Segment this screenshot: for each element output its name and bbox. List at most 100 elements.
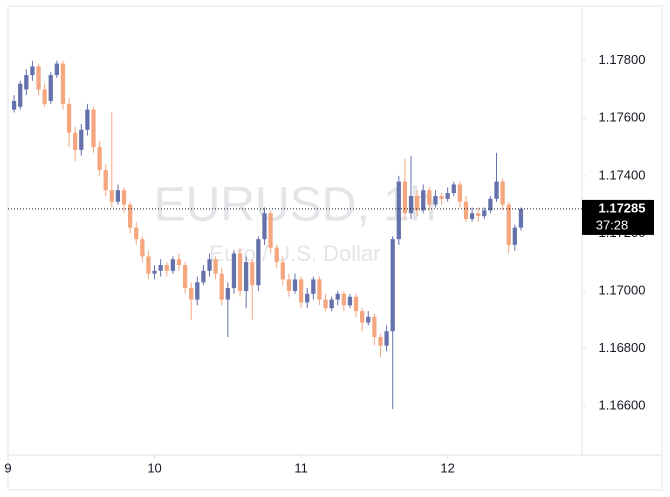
candle-body <box>79 129 84 150</box>
candle-body <box>298 279 304 303</box>
candle-body <box>347 296 353 306</box>
candle-body <box>164 265 169 271</box>
candle-body <box>256 239 261 286</box>
candle-body <box>18 83 23 107</box>
candle-body <box>421 190 426 211</box>
candle-body <box>335 293 340 300</box>
candle-body <box>11 100 17 110</box>
candle-body <box>518 208 524 228</box>
candle-body <box>225 288 230 300</box>
candle-body <box>121 190 127 205</box>
current-price-label: 1.17285 <box>599 200 646 215</box>
candle-body <box>195 282 200 300</box>
candle-body <box>305 293 310 303</box>
candle-body <box>60 63 66 104</box>
candle-body <box>201 270 206 283</box>
y-tick-label: 1.17800 <box>599 52 646 67</box>
candle-body <box>366 316 371 323</box>
candle-body <box>390 239 395 332</box>
candle-body <box>24 75 29 90</box>
x-tick-label: 12 <box>440 460 454 475</box>
candle-body <box>427 190 432 205</box>
candle-body <box>482 210 487 217</box>
y-tick-label: 1.17000 <box>599 282 646 297</box>
candle-body <box>341 293 346 306</box>
candle-body <box>360 311 365 323</box>
candle-body <box>250 262 255 286</box>
candle-body <box>207 259 212 271</box>
candle-body <box>317 279 322 300</box>
x-tick-label: 11 <box>294 460 308 475</box>
candle-body <box>42 89 47 104</box>
candle-body <box>286 279 292 291</box>
candle-body <box>311 279 316 294</box>
candle-body <box>292 279 298 291</box>
candle-body <box>408 195 414 214</box>
candle-body <box>213 259 218 274</box>
candle-body <box>73 132 78 150</box>
candle-body <box>170 259 176 271</box>
candle-body <box>476 213 481 217</box>
candle-body <box>140 239 145 257</box>
candle-body <box>500 181 505 205</box>
candle-body <box>85 109 90 130</box>
candle-body <box>402 181 408 214</box>
candle-body <box>372 316 377 337</box>
candle-body <box>457 184 463 202</box>
candle-body <box>469 213 475 219</box>
x-tick-label: 9 <box>4 460 11 475</box>
frame <box>7 5 663 491</box>
candle-body <box>115 190 121 202</box>
candle-body <box>134 227 139 240</box>
candle-body <box>231 253 237 289</box>
candle-body <box>445 193 450 199</box>
candle-body <box>103 170 108 191</box>
candle-body <box>463 201 469 219</box>
candle-body <box>433 195 438 205</box>
candle-body <box>176 259 182 266</box>
candle-body <box>182 265 188 289</box>
candle-body <box>439 195 444 199</box>
candle-body <box>384 331 389 346</box>
candle-body <box>109 190 114 202</box>
candle-body <box>378 336 383 346</box>
candle-body <box>512 227 517 245</box>
candle-body <box>127 204 133 228</box>
candle-body <box>280 262 285 280</box>
candle-body <box>189 288 194 300</box>
candle-body <box>268 213 273 248</box>
watermark: EURUSD, 1h <box>154 179 437 232</box>
candle-body <box>414 195 420 211</box>
candle-body <box>54 63 59 76</box>
countdown: 37:28 <box>596 217 629 232</box>
candle-body <box>36 66 41 90</box>
candle-body <box>48 75 53 101</box>
candle-body <box>494 181 499 199</box>
y-tick-label: 1.17600 <box>599 110 646 125</box>
candle-body <box>237 253 243 291</box>
price-label-box <box>582 199 654 235</box>
candle-body <box>396 181 401 240</box>
candle-body <box>146 256 151 274</box>
y-tick-label: 1.17400 <box>599 167 646 182</box>
candle-body <box>158 265 163 271</box>
candle-body <box>329 299 334 309</box>
candle-body <box>30 66 35 76</box>
candle-body <box>488 198 493 211</box>
candle-body <box>506 204 511 245</box>
candle-body <box>274 247 279 263</box>
candle-body <box>66 103 72 133</box>
candle-body <box>219 273 224 300</box>
candle-body <box>244 262 249 291</box>
x-tick-label: 10 <box>147 460 161 475</box>
y-tick-label: 1.16600 <box>599 398 646 413</box>
candle-body <box>262 213 267 240</box>
candle-body <box>451 184 456 194</box>
candle-body <box>353 296 359 312</box>
candle-body <box>91 109 96 148</box>
candle-body <box>323 299 328 309</box>
candle-body <box>97 147 102 171</box>
y-tick-label: 1.16800 <box>599 340 646 355</box>
